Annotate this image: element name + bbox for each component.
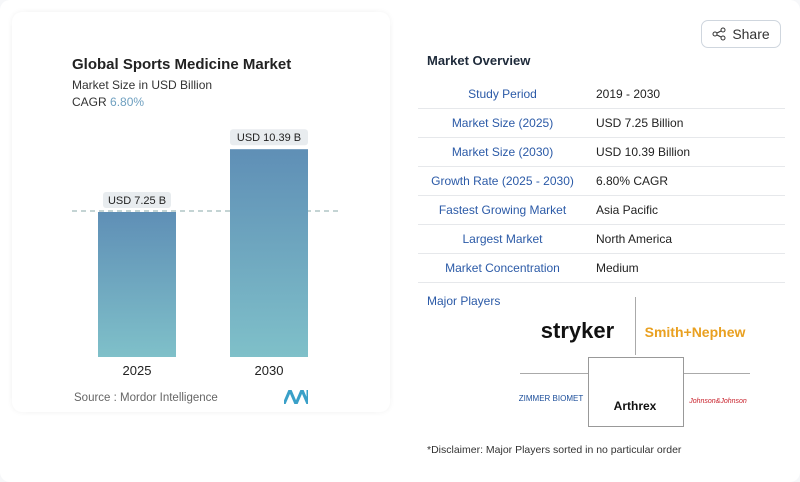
overview-key: Market Concentration: [445, 261, 560, 275]
chart-card: [12, 12, 390, 412]
johnson-johnson-logo: Johnson&Johnson: [689, 397, 747, 405]
bar-2030: [230, 149, 308, 357]
data-label-bg: [103, 192, 171, 208]
overview-value: USD 10.39 Billion: [596, 145, 691, 159]
overview-key: Study Period: [468, 87, 537, 101]
overview-key: Growth Rate (2025 - 2030): [431, 174, 574, 188]
overview-key: Market Size (2030): [451, 145, 554, 159]
x-tick-label: 2025: [123, 363, 152, 378]
overview-value: 2019 - 2030: [596, 87, 661, 101]
overview-key: Largest Market: [462, 232, 543, 246]
zimmer-biomet-logo: ZIMMER BIOMET: [518, 393, 584, 403]
source: Source : Mordor Intelligence: [74, 392, 218, 404]
overview-row: Largest Market North America: [418, 225, 785, 254]
overview-row: Market Concentration Medium: [418, 254, 785, 283]
overview-key: Fastest Growing Market: [438, 203, 567, 217]
overview-value: North America: [596, 232, 673, 246]
x-tick-label: 2030: [255, 363, 284, 378]
share-button[interactable]: Share: [701, 20, 781, 48]
data-label: USD 7.25 B: [108, 195, 166, 207]
cagr-label: CAGR: [72, 95, 107, 109]
overview-row: Market Size (2025) USD 7.25 Billion: [418, 109, 785, 138]
overview-value: USD 7.25 Billion: [596, 116, 684, 130]
mordor-logo-icon: [284, 390, 308, 404]
chart-subtitle: Market Size in USD Billion: [72, 78, 213, 92]
arthrex-logo: Arthrex: [613, 399, 657, 413]
overview-row: Market Size (2030) USD 10.39 Billion: [418, 138, 785, 167]
disclaimer: *Disclaimer: Major Players sorted in no …: [427, 444, 682, 456]
overview-value: Medium: [596, 261, 639, 275]
data-label: USD 10.39 B: [237, 132, 301, 144]
chart-title: Global Sports Medicine Market: [72, 56, 292, 73]
share-icon: [712, 27, 726, 41]
stryker-logo: stryker: [540, 318, 615, 343]
overview-row: Growth Rate (2025 - 2030) 6.80% CAGR: [418, 167, 785, 196]
overview-row: Study Period 2019 - 2030: [418, 80, 785, 109]
bar-2025: [98, 212, 176, 357]
overview-row: Fastest Growing Market Asia Pacific: [418, 196, 785, 225]
smith-nephew-logo: Smith+Nephew: [644, 324, 746, 340]
data-label-bg: [230, 129, 308, 146]
major-players-title: Major Players: [427, 294, 501, 308]
share-label: Share: [732, 26, 770, 42]
cagr: CAGR 6.80%: [72, 95, 144, 109]
overview-value: 6.80% CAGR: [596, 174, 669, 188]
overview-value: Asia Pacific: [596, 203, 659, 217]
cagr-value: 6.80%: [110, 95, 145, 109]
bar-chart: USD 7.25 B 2025 USD 10.39 B 2030: [72, 129, 338, 378]
overview-title: Market Overview: [427, 53, 531, 68]
overview-key: Market Size (2025): [451, 116, 554, 130]
